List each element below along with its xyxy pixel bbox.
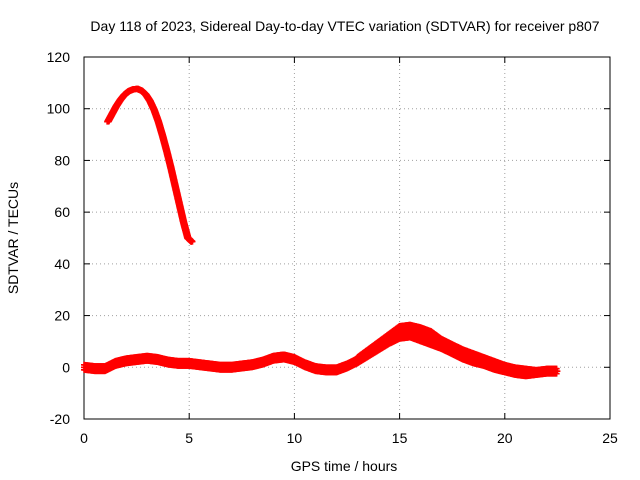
chart-title: Day 118 of 2023, Sidereal Day-to-day VTE… [90, 18, 599, 34]
x-tick-label: 10 [287, 430, 303, 446]
y-tick-label: -20 [50, 411, 70, 427]
y-tick-label: 120 [47, 49, 71, 65]
x-tick-label: 25 [602, 430, 618, 446]
data-point [533, 369, 540, 376]
axis-ticks: 0 5 10 15 20 25 -20 0 20 40 60 80 100 120 [47, 49, 618, 446]
y-tick-label: 100 [47, 101, 71, 117]
x-tick-label: 15 [392, 430, 408, 446]
x-tick-label: 5 [185, 430, 193, 446]
y-tick-label: 20 [54, 308, 70, 324]
data-points [81, 85, 561, 380]
y-tick-label: 40 [54, 256, 70, 272]
data-point [188, 238, 195, 245]
x-axis-label: GPS time / hours [291, 458, 398, 474]
series-low-band [81, 329, 561, 380]
y-axis-label: SDTVAR / TECUs [5, 182, 21, 294]
series-arc-high [104, 85, 196, 245]
series-mid-band [354, 321, 540, 378]
plot-frame [83, 56, 611, 420]
x-tick-label: 0 [80, 430, 88, 446]
y-tick-label: 0 [62, 359, 70, 375]
y-tick-label: 80 [54, 152, 70, 168]
x-tick-label: 20 [497, 430, 513, 446]
data-point [554, 368, 561, 375]
y-tick-label: 60 [54, 204, 70, 220]
